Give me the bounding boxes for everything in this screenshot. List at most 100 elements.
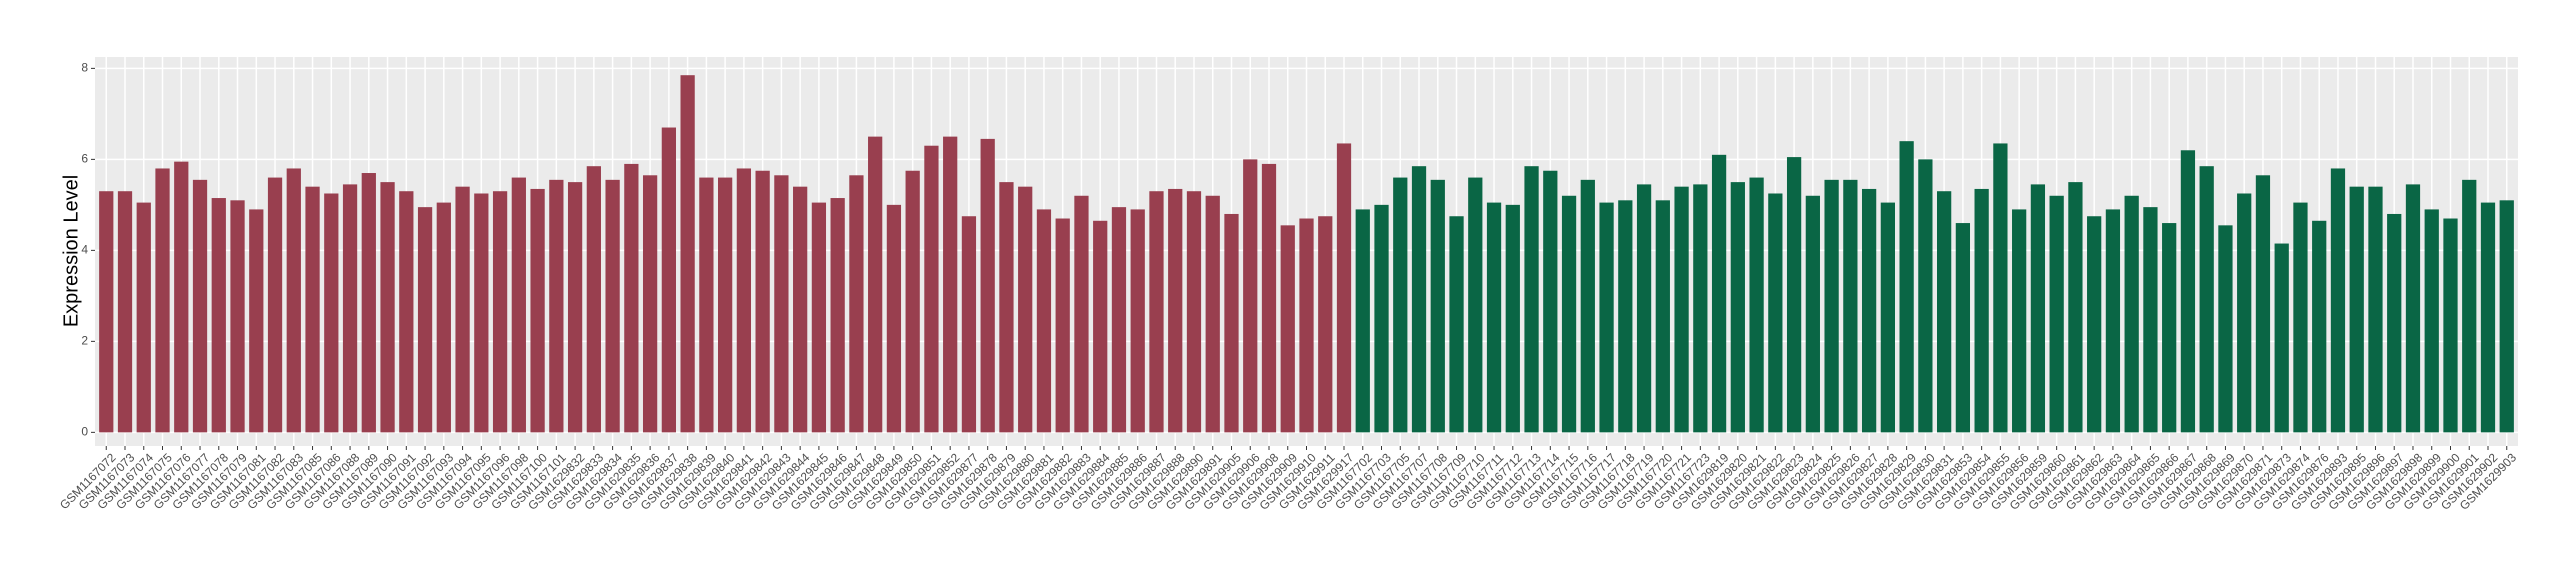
bar — [342, 184, 358, 433]
bar — [905, 170, 920, 433]
bar — [2274, 243, 2289, 433]
bar — [286, 168, 301, 433]
bar — [174, 161, 189, 433]
bar — [2368, 186, 2383, 433]
bar — [1168, 188, 1183, 433]
bar — [1093, 220, 1108, 433]
bar — [99, 191, 114, 433]
bar — [736, 168, 752, 433]
bar — [605, 179, 620, 433]
bar — [2480, 202, 2496, 433]
bar — [811, 202, 827, 433]
bar — [2030, 184, 2046, 433]
bar — [1843, 179, 1858, 433]
bar — [2049, 195, 2064, 433]
bar — [1861, 188, 1877, 433]
bar — [1711, 154, 1727, 433]
bar — [924, 145, 939, 433]
bar — [1880, 202, 1895, 433]
bar — [2237, 193, 2252, 433]
bar — [980, 138, 995, 433]
bar — [511, 177, 526, 433]
bar — [849, 175, 864, 433]
bar — [1036, 209, 1052, 433]
bar — [455, 186, 470, 433]
bar — [1636, 184, 1652, 433]
bar — [1918, 159, 1933, 433]
bar — [1486, 202, 1502, 433]
bar — [230, 200, 245, 433]
bar — [2330, 168, 2346, 433]
bar — [1805, 195, 1820, 433]
bar — [1955, 223, 1971, 433]
bar — [2180, 150, 2196, 433]
bar — [1411, 166, 1427, 433]
bar — [267, 177, 283, 433]
bar — [1374, 204, 1389, 433]
bar — [999, 182, 1014, 433]
bar — [1749, 177, 1764, 433]
y-tick-label: 8 — [81, 61, 88, 75]
bar — [399, 191, 414, 433]
bar — [117, 191, 133, 433]
bar — [868, 136, 883, 433]
bar — [1505, 204, 1520, 433]
bar — [1074, 195, 1089, 433]
y-tick-label: 6 — [81, 152, 88, 166]
bar — [1280, 225, 1295, 433]
y-tick-label: 2 — [81, 334, 88, 348]
bar — [2199, 166, 2214, 433]
bar — [1224, 213, 1239, 433]
bar — [1111, 207, 1127, 433]
bar — [2218, 225, 2233, 433]
bar — [661, 127, 676, 433]
bar — [680, 75, 695, 433]
bar — [2293, 202, 2308, 433]
bar — [136, 202, 151, 433]
bar — [1674, 186, 1689, 433]
y-axis-label: Expression Level — [60, 175, 82, 327]
bar — [155, 168, 170, 433]
bar — [774, 175, 789, 433]
bar — [2068, 182, 2083, 433]
bar — [305, 186, 320, 433]
bar — [586, 166, 601, 433]
bar — [1786, 157, 1802, 433]
bar — [2162, 223, 2177, 433]
bar — [2499, 200, 2514, 433]
bar — [192, 179, 208, 433]
bar — [1186, 191, 1202, 433]
bar — [1299, 218, 1314, 433]
bar — [1599, 202, 1614, 433]
bar — [2124, 195, 2139, 433]
bar — [2405, 184, 2421, 433]
bar — [1580, 179, 1595, 433]
bar — [699, 177, 714, 433]
bar — [1468, 177, 1483, 433]
bar — [2462, 179, 2477, 433]
bar — [718, 177, 733, 433]
bar — [624, 163, 639, 433]
bar — [361, 173, 376, 433]
bar — [2349, 186, 2364, 433]
bar — [2143, 207, 2158, 433]
bar — [567, 182, 583, 433]
bar — [2387, 213, 2402, 433]
bar — [474, 193, 489, 433]
y-tick-label: 0 — [81, 425, 88, 439]
bar — [1655, 200, 1670, 433]
bar — [1618, 200, 1633, 433]
bar — [492, 191, 508, 433]
bar — [886, 204, 902, 433]
bar — [755, 170, 770, 433]
bar — [793, 186, 808, 433]
bar — [249, 209, 264, 433]
bar — [1261, 163, 1277, 433]
bar — [1055, 218, 1070, 433]
bar — [1993, 143, 2008, 433]
bar — [211, 198, 226, 433]
bar — [830, 198, 845, 433]
bar — [943, 136, 958, 433]
